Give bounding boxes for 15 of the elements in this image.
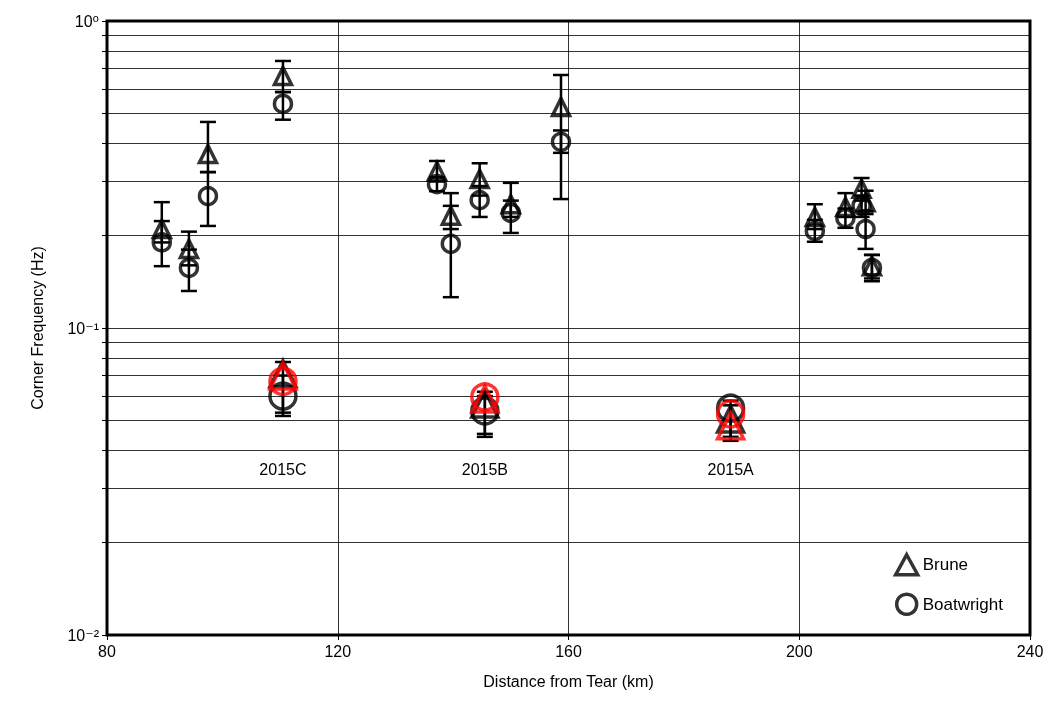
x-tick-label: 120 — [324, 642, 352, 660]
y-tick-label: 10⁰ — [74, 12, 99, 30]
annotation: 2015A — [707, 460, 755, 478]
x-tick-label: 160 — [555, 642, 582, 660]
y-tick-label: 10⁻² — [67, 626, 100, 644]
x-tick-label: 80 — [98, 642, 116, 660]
x-tick-label: 200 — [785, 642, 813, 660]
y-tick-label: 10⁻¹ — [67, 319, 99, 337]
legend-label: Brune — [922, 555, 969, 575]
y-axis-title: Corner Frequency (Hz) — [28, 246, 46, 410]
x-tick-label: 240 — [1016, 642, 1044, 660]
annotation: 2015C — [259, 460, 307, 478]
x-axis-title: Distance from Tear (km) — [483, 672, 654, 690]
legend-label: Boatwright — [922, 594, 1004, 614]
annotation: 2015B — [461, 460, 508, 478]
